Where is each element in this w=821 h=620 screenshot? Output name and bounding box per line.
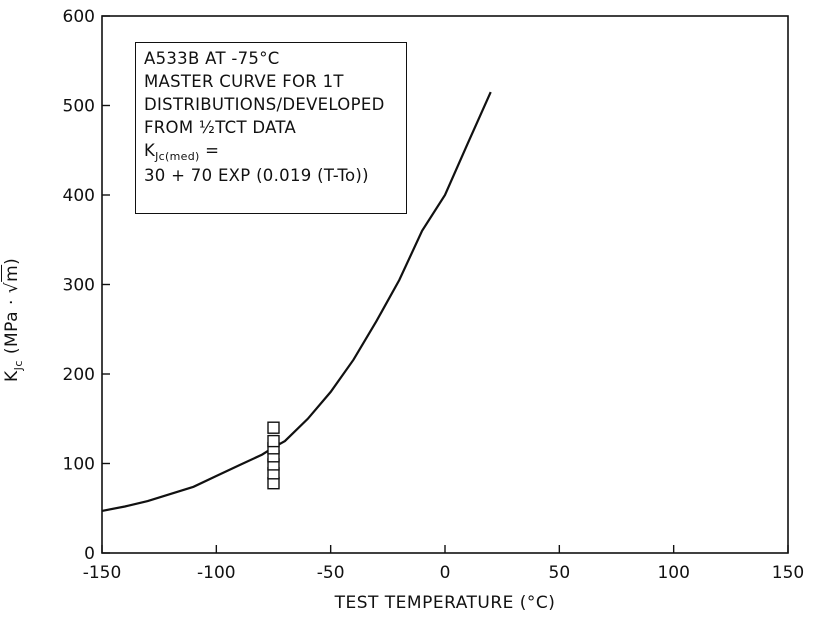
master-curve-line [101,91,492,512]
data-markers [267,421,280,490]
y-tick-label: 500 [63,97,95,117]
y-tick-labels: 0 100 200 300 400 500 600 [63,7,95,564]
x-tick-label: -100 [197,563,236,583]
x-tick-label: 50 [549,563,571,583]
y-tick-label: 100 [63,455,95,475]
annotation-line: 30 + 70 EXP (0.019 (T-To)) [144,166,369,185]
annotation-line: FROM ½TCT DATA [144,118,297,137]
x-tick-label: -150 [83,563,122,583]
x-tick-label: -50 [317,563,345,583]
annotation-line: KJc(med) = [144,141,220,163]
x-tick-labels: -150 -100 -50 0 50 100 150 [83,563,805,583]
annotation-line: A533B AT -75°C [144,49,280,68]
annotation-box: A533B AT -75°C MASTER CURVE FOR 1T DISTR… [135,42,407,214]
x-axis-title: TEST TEMPERATURE (°C) [334,593,556,613]
y-tick-label: 400 [63,186,95,206]
data-point [267,434,280,448]
y-tick-label: 600 [63,7,95,27]
x-tick-label: 0 [440,563,451,583]
ticks [101,15,789,554]
y-axis-title: KJc (MPa · √m) [2,257,25,382]
y-tick-label: 200 [63,365,95,385]
x-tick-label: 100 [657,563,689,583]
annotation-line: MASTER CURVE FOR 1T [144,72,344,91]
y-tick-label: 300 [63,276,95,296]
x-tick-label: 150 [772,563,804,583]
annotation-line: DISTRIBUTIONS/DEVELOPED [144,95,385,114]
data-point [267,421,280,434]
y-tick-label: 0 [84,544,95,564]
